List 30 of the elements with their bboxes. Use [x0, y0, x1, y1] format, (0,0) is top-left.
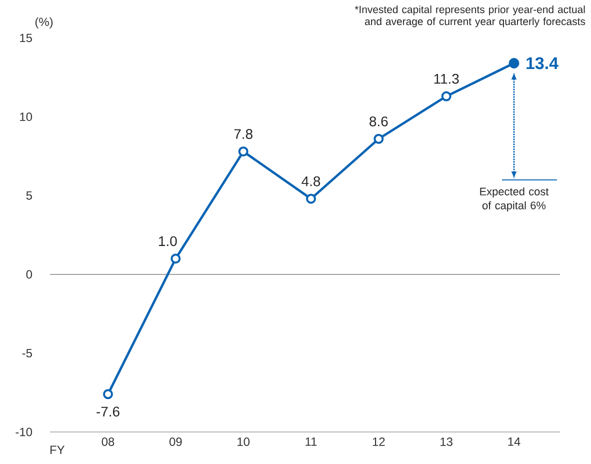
x-tick-label: 09 [169, 438, 182, 446]
data-label: -7.6 [96, 406, 120, 417]
point [103, 389, 113, 400]
x-tick-label: 10 [238, 438, 250, 446]
text: *Invested capital represents prior year-end actual and average of current year quarterly forecasts [354, 6, 586, 28]
data-label: 8.6 [370, 116, 388, 126]
data-label: 1.0 [159, 236, 177, 246]
x-tick-label: 08 [102, 438, 114, 446]
data-label: 4.8 [302, 176, 320, 186]
legend-label: Expected cost of capital 6% [480, 187, 549, 212]
y-tick-label: -10 [16, 428, 32, 436]
point [441, 91, 452, 102]
point [374, 134, 384, 144]
x-tick-label: 13 [440, 438, 452, 446]
y-tick-label: 10 [20, 112, 32, 122]
y-axis-title: (%) [35, 17, 53, 28]
point [170, 254, 181, 264]
y-tick-label: 15 [20, 34, 32, 42]
x-axis-title: FY [50, 446, 65, 454]
data-label: 13.4 [526, 57, 558, 70]
point [238, 146, 248, 156]
y-tick-label: 5 [26, 191, 32, 200]
data-label: 11.3 [434, 74, 459, 84]
data-label: 7.8 [234, 129, 252, 139]
x-tick-label: 14 [508, 438, 520, 446]
y-tick-label: 0 [26, 270, 32, 279]
y-tick-label: -5 [22, 349, 32, 358]
x-tick-label: 12 [372, 438, 385, 446]
x-tick-label: 11 [306, 438, 317, 446]
point [306, 194, 316, 204]
